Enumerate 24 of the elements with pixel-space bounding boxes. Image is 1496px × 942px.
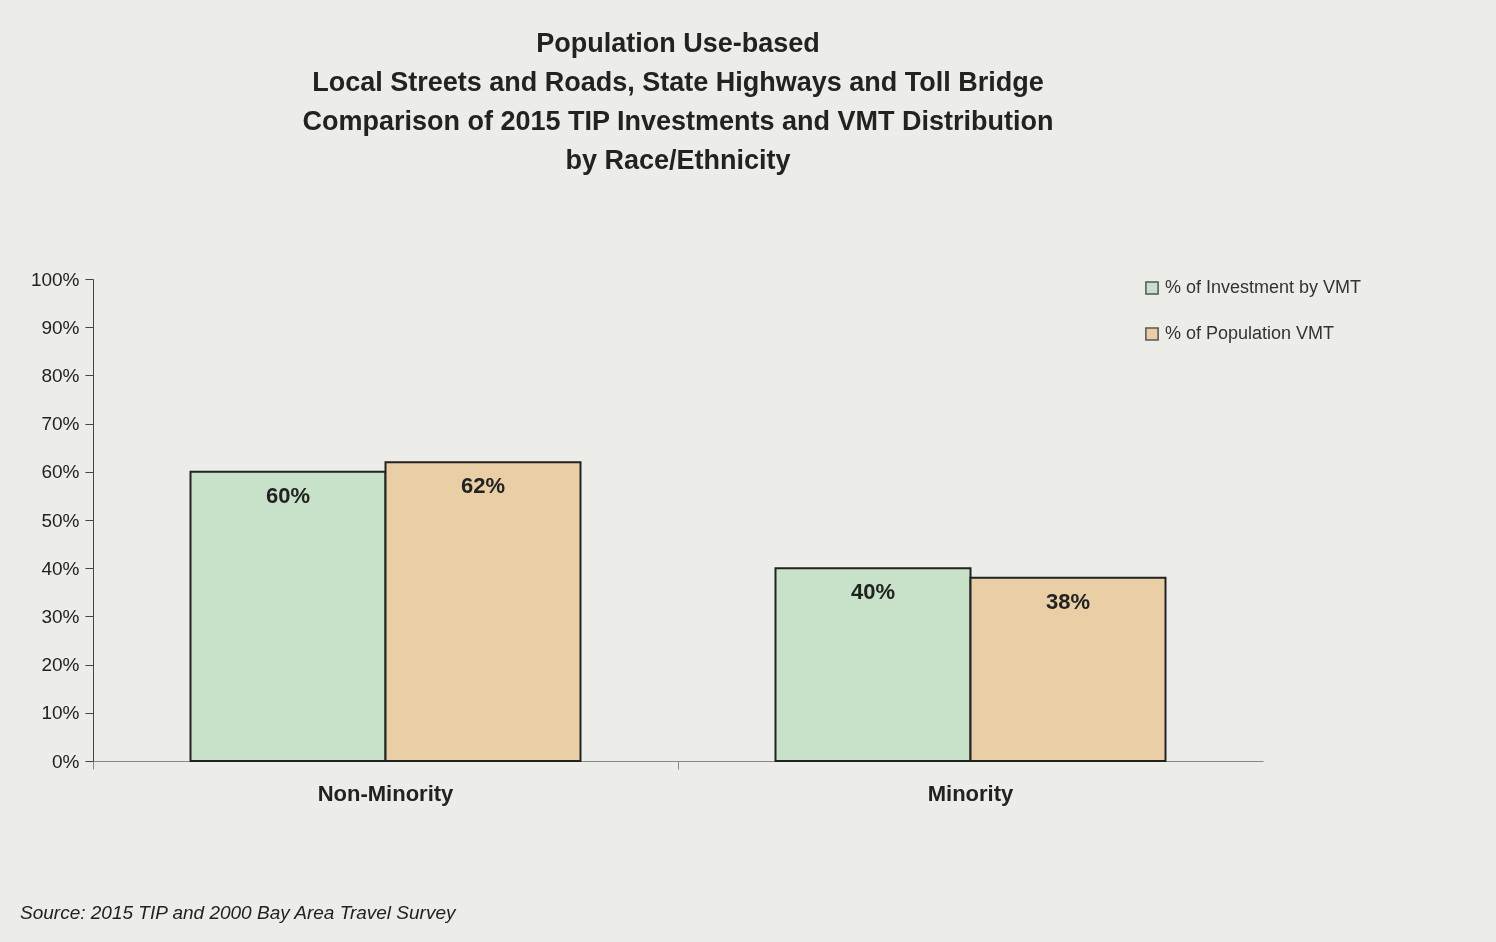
x-tick-label: Non-Minority bbox=[317, 780, 455, 806]
y-tick-label: 20% bbox=[41, 654, 80, 676]
text: Comparison of 2015 TIP Investments and VMT Distribution bbox=[302, 106, 1054, 136]
data-label: 60% bbox=[265, 482, 311, 508]
y-tick-label: 30% bbox=[41, 605, 80, 627]
y-tick-label: 40% bbox=[41, 557, 80, 579]
legend-label: % of Population VMT bbox=[1165, 323, 1335, 343]
data-label: 62% bbox=[460, 473, 506, 499]
legend-label: % of Investment by VMT bbox=[1165, 277, 1362, 297]
y-tick-label: 10% bbox=[41, 702, 80, 724]
y-tick-label: 100% bbox=[30, 268, 80, 290]
text: Population Use-based bbox=[536, 28, 820, 58]
y-tick-label: 60% bbox=[41, 461, 80, 483]
source-note: Source: 2015 TIP and 2000 Bay Area Travel Survey bbox=[20, 902, 456, 924]
text: Local Streets and Roads, State Highways and Toll Bridge bbox=[312, 67, 1044, 97]
data-label: 38% bbox=[1045, 588, 1091, 614]
text: by Race/Ethnicity bbox=[565, 145, 791, 175]
y-tick-label: 70% bbox=[41, 413, 80, 435]
y-tick-label: 0% bbox=[52, 750, 80, 772]
y-tick-label: 50% bbox=[41, 509, 80, 531]
data-label: 40% bbox=[850, 579, 896, 605]
x-tick-label: Minority bbox=[927, 780, 1015, 806]
y-tick-label: 80% bbox=[41, 364, 80, 386]
y-tick-label: 90% bbox=[41, 316, 80, 338]
